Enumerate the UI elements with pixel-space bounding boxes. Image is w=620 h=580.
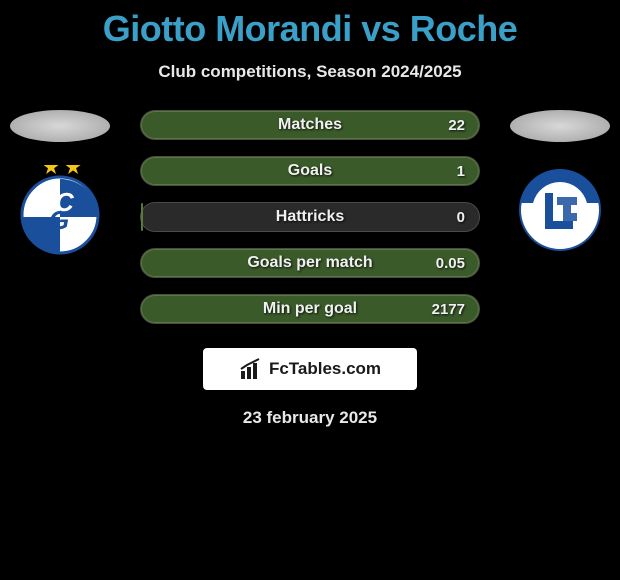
date-text: 23 february 2025	[0, 408, 620, 428]
stat-value: 0	[457, 209, 465, 226]
svg-text:★: ★	[65, 165, 82, 177]
chart-icon	[239, 357, 263, 381]
svg-text:C: C	[55, 187, 75, 217]
brand-text: FcTables.com	[269, 359, 381, 379]
club-badge-right: LAUSANNE	[510, 165, 610, 255]
svg-text:★: ★	[43, 165, 60, 177]
stat-value: 0.05	[436, 255, 465, 272]
stat-row-matches: Matches 22	[140, 110, 480, 140]
stat-value: 2177	[432, 301, 465, 318]
stat-label: Goals	[288, 162, 332, 180]
stat-label: Goals per match	[247, 254, 372, 272]
stat-row-gpm: Goals per match 0.05	[140, 248, 480, 278]
stat-row-goals: Goals 1	[140, 156, 480, 186]
stat-label: Hattricks	[276, 208, 344, 226]
stat-label: Min per goal	[263, 300, 357, 318]
stat-row-mpg: Min per goal 2177	[140, 294, 480, 324]
stat-row-hattricks: Hattricks 0	[140, 202, 480, 232]
stat-value: 1	[457, 163, 465, 180]
club-badge-left: ★ ★ G C	[10, 165, 110, 255]
lausanne-logo-icon: LAUSANNE	[515, 165, 605, 255]
stat-fill	[141, 203, 143, 231]
stat-value: 22	[448, 117, 465, 134]
svg-text:LAUSANNE: LAUSANNE	[541, 176, 580, 183]
player-photo-left	[10, 110, 110, 142]
stat-label: Matches	[278, 116, 342, 134]
content: ★ ★ G C LAUSANNE Matches 22 Goals 1	[0, 110, 620, 428]
page-title: Giotto Morandi vs Roche	[0, 0, 620, 50]
branding-badge: FcTables.com	[203, 348, 417, 390]
stats-list: Matches 22 Goals 1 Hattricks 0 Goals per…	[140, 110, 480, 324]
grasshopper-logo-icon: ★ ★ G C	[15, 165, 105, 255]
player-photo-right	[510, 110, 610, 142]
subtitle: Club competitions, Season 2024/2025	[0, 62, 620, 82]
